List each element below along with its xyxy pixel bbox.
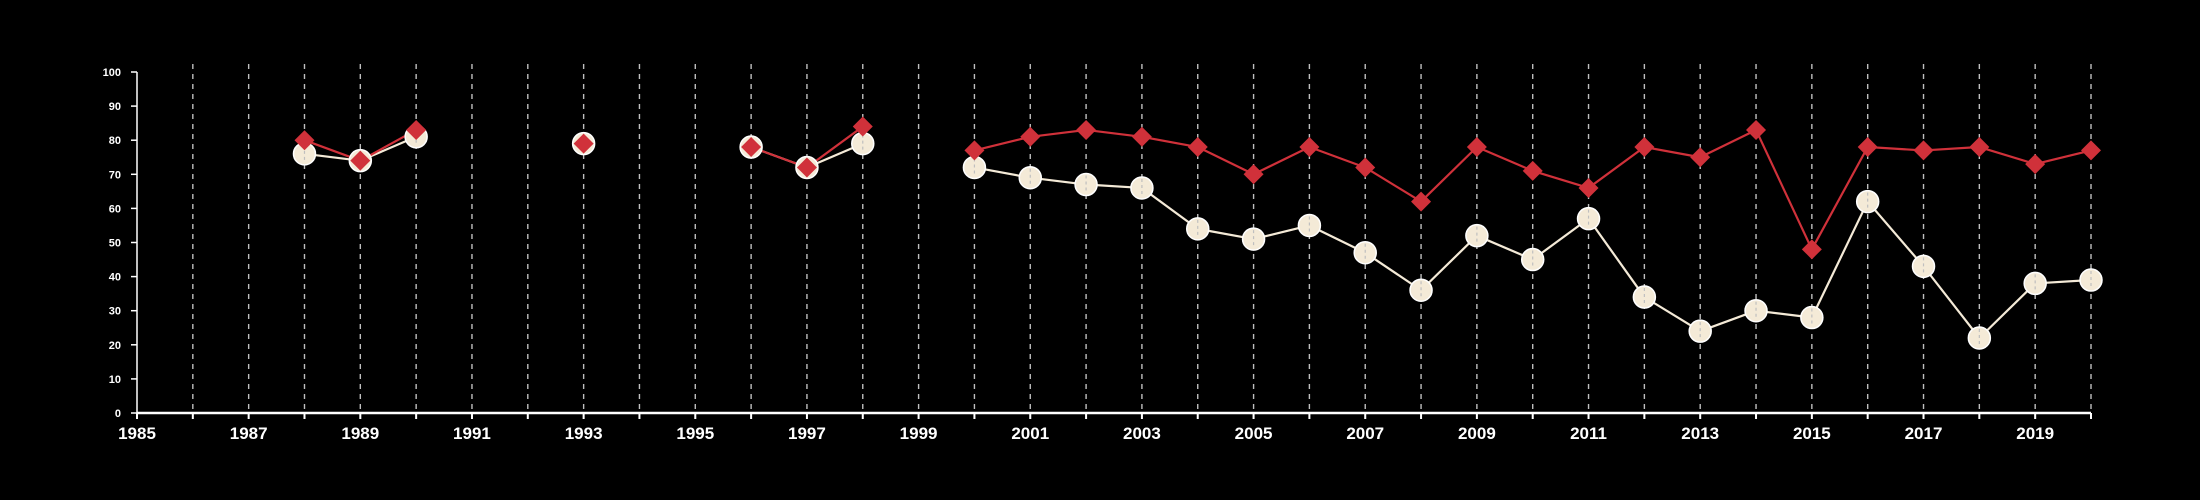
data-point-diamond — [852, 116, 873, 137]
x-tick-label: 1995 — [676, 424, 714, 443]
y-tick-label: 40 — [109, 272, 121, 284]
x-tick-label: 1999 — [900, 424, 938, 443]
data-point-diamond — [2081, 140, 2101, 161]
data-point-diamond — [1131, 126, 1152, 147]
axes: 1985 1987 1989 1991 1993 1995 1997 1999 2001 2003… — [103, 67, 2092, 443]
x-tick-label: 1987 — [230, 424, 268, 443]
data-point-diamond — [1690, 147, 1711, 168]
y-tick-label: 20 — [109, 340, 121, 352]
data-point-diamond — [1076, 119, 1097, 140]
data-point-diamond — [350, 150, 371, 171]
data-point-diamond — [1243, 164, 1264, 185]
data-point-diamond — [1634, 137, 1655, 158]
y-tick-label: 90 — [109, 101, 121, 113]
data-point-diamond — [741, 137, 762, 158]
x-tick-label: 1997 — [788, 424, 826, 443]
data-point-diamond — [1187, 137, 1208, 158]
x-tick-label: 2009 — [1458, 424, 1496, 443]
data-series — [292, 116, 2103, 350]
data-point-diamond — [1020, 126, 1041, 147]
data-point-diamond — [294, 130, 315, 151]
data-point-diamond — [1969, 137, 1990, 158]
data-point-diamond — [796, 157, 817, 178]
x-tick-label: 1993 — [565, 424, 603, 443]
y-tick-label: 30 — [109, 306, 121, 318]
x-tick-label: 2001 — [1011, 424, 1049, 443]
x-tick-label: 2015 — [1793, 424, 1831, 443]
data-point-diamond — [1299, 137, 1320, 158]
x-tick-label: 2017 — [1905, 424, 1943, 443]
data-point-diamond — [964, 140, 985, 161]
vertical-gridlines — [192, 64, 2092, 413]
x-tick-label: 2007 — [1346, 424, 1384, 443]
y-tick-label: 50 — [109, 238, 121, 250]
x-tick-label: 2011 — [1570, 424, 1607, 443]
x-tick-label: 2013 — [1681, 424, 1719, 443]
x-tick-label: 1989 — [341, 424, 379, 443]
data-point-diamond — [1857, 137, 1878, 158]
y-tick-label: 60 — [109, 203, 121, 215]
x-tick-label: 1985 — [118, 424, 156, 443]
data-point-diamond — [406, 119, 427, 140]
data-point-diamond — [1355, 157, 1376, 178]
data-point-diamond — [1913, 140, 1934, 161]
x-tick-label: 1991 — [453, 424, 491, 443]
data-point-diamond — [1746, 119, 1767, 140]
x-tick-label: 2005 — [1235, 424, 1273, 443]
y-tick-label: 70 — [109, 169, 121, 181]
data-point-diamond — [573, 133, 594, 154]
data-point-diamond — [2025, 154, 2046, 175]
data-point-diamond — [1466, 137, 1487, 158]
x-tick-label: 2019 — [2016, 424, 2054, 443]
data-point-diamond — [1411, 191, 1432, 212]
y-tick-label: 0 — [115, 408, 121, 420]
x-tick-label: 2003 — [1123, 424, 1161, 443]
data-point-diamond — [1578, 177, 1599, 198]
data-point-diamond — [1522, 160, 1543, 181]
y-tick-label: 80 — [109, 135, 121, 147]
y-tick-label: 100 — [103, 67, 121, 79]
y-tick-label: 10 — [109, 374, 121, 386]
data-point-diamond — [1801, 239, 1822, 260]
